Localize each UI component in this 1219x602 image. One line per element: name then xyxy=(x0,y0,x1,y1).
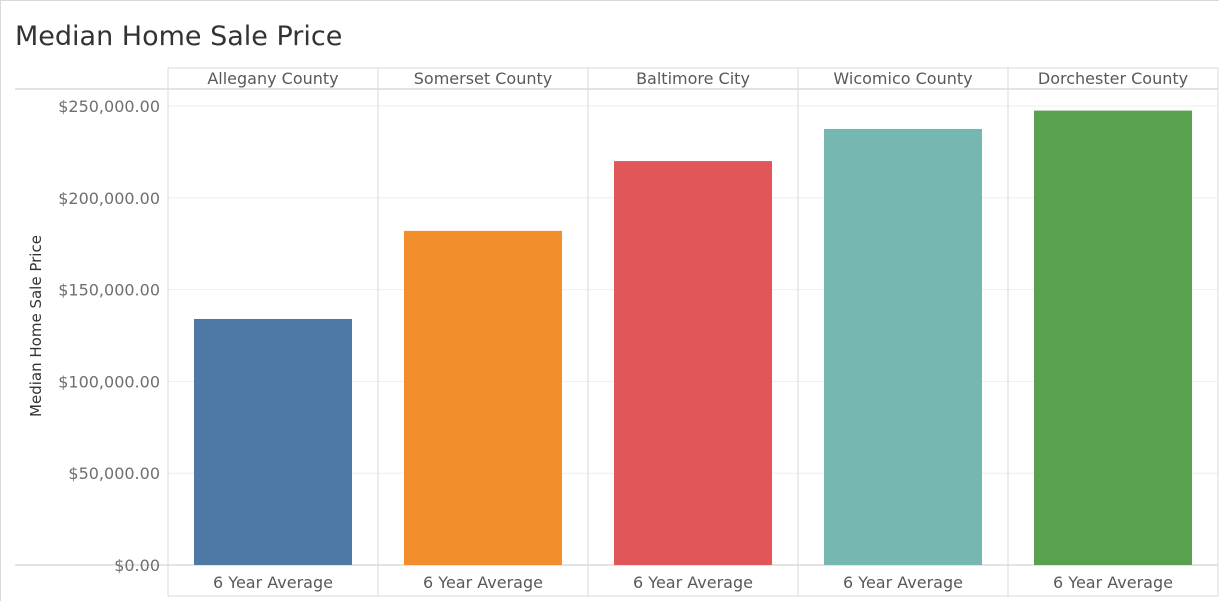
category-label: 6 Year Average xyxy=(213,573,333,592)
bar[interactable] xyxy=(194,318,352,565)
y-axis-title: Median Home Sale Price xyxy=(27,235,45,417)
bar[interactable] xyxy=(824,128,982,565)
y-tick-label: $250,000.00 xyxy=(58,97,160,116)
y-tick-label: $200,000.00 xyxy=(58,189,160,208)
y-tick-label: $150,000.00 xyxy=(58,281,160,300)
bar[interactable] xyxy=(614,161,772,565)
bar[interactable] xyxy=(404,230,562,565)
category-label: 6 Year Average xyxy=(843,573,963,592)
y-tick-label: $50,000.00 xyxy=(68,464,160,483)
column-header: Dorchester County xyxy=(1038,69,1188,88)
category-label: 6 Year Average xyxy=(1053,573,1173,592)
column-header: Wicomico County xyxy=(833,69,972,88)
bar[interactable] xyxy=(1034,110,1192,565)
y-tick-label: $100,000.00 xyxy=(58,372,160,391)
category-label: 6 Year Average xyxy=(423,573,543,592)
y-tick-label: $0.00 xyxy=(114,556,160,575)
chart-title: Median Home Sale Price xyxy=(15,21,343,52)
column-header: Allegany County xyxy=(207,69,338,88)
column-header: Baltimore City xyxy=(636,69,750,88)
category-label: 6 Year Average xyxy=(633,573,753,592)
column-header: Somerset County xyxy=(414,69,552,88)
